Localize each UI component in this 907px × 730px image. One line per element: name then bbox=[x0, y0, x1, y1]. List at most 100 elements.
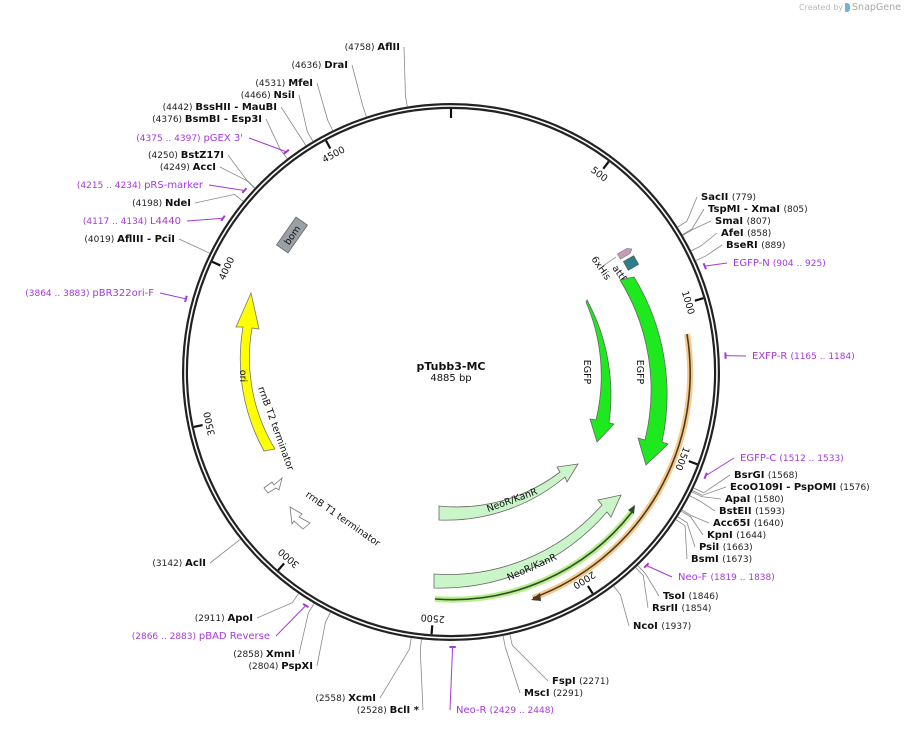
enzyme-site[interactable]: BstEII (1593) bbox=[719, 506, 785, 517]
enzyme-name: NsiI bbox=[274, 90, 295, 101]
enzyme-name: XmnI bbox=[266, 649, 295, 660]
primer-name: pBAD Reverse bbox=[199, 631, 270, 642]
tick-label: 3500 bbox=[202, 411, 218, 437]
enzyme-site[interactable]: EcoO109I - PspOMI (1576) bbox=[730, 482, 870, 493]
enzyme-site[interactable]: (2558) XcmI bbox=[315, 693, 376, 704]
enzyme-site[interactable]: SacII (779) bbox=[701, 192, 756, 203]
svg-text:(4531) MfeI: (4531) MfeI bbox=[255, 78, 313, 89]
primer-site[interactable]: (2866 .. 2883) pBAD Reverse bbox=[132, 631, 270, 642]
enzyme-site[interactable]: (2858) XmnI bbox=[233, 649, 295, 660]
tick-3500: 3500 bbox=[193, 411, 218, 437]
enzyme-site[interactable]: (4442) BssHII - MauBI bbox=[163, 102, 277, 113]
primer-marks bbox=[159, 137, 747, 711]
enzyme-site[interactable]: (2528) BclI * bbox=[357, 705, 420, 716]
enzyme-site[interactable]: FspI (2271) bbox=[552, 676, 609, 687]
enzyme-site[interactable]: (3142) AclI bbox=[152, 558, 206, 569]
orf-orange[interactable] bbox=[531, 333, 694, 601]
enzyme-position: (779) bbox=[732, 193, 756, 203]
tick-label: 4000 bbox=[217, 255, 237, 282]
enzyme-position: (858) bbox=[747, 229, 771, 239]
feature-neor-inner[interactable]: NeoR/KanR bbox=[438, 463, 579, 521]
primer-site[interactable]: EGFP-N (904 .. 925) bbox=[733, 258, 826, 269]
feature-bom[interactable]: bom bbox=[275, 216, 309, 254]
enzyme-position: (4249) bbox=[160, 163, 193, 173]
enzyme-position: (1593) bbox=[755, 507, 785, 517]
enzyme-name: BsmI bbox=[691, 554, 722, 565]
primer-site[interactable]: (4375 .. 4397) pGEX 3' bbox=[136, 133, 243, 144]
enzyme-site[interactable]: TspMI - XmaI (805) bbox=[708, 204, 808, 215]
primer-position: (1165 .. 1184) bbox=[790, 352, 854, 362]
enzyme-name: ApaI bbox=[725, 494, 754, 505]
orf-green[interactable] bbox=[434, 505, 635, 603]
tick-500: 500 bbox=[588, 160, 610, 185]
enzyme-site[interactable]: (4249) AccI bbox=[160, 162, 216, 173]
svg-text:Neo-R (2429 .. 2448): Neo-R (2429 .. 2448) bbox=[456, 705, 554, 716]
enzyme-site[interactable]: SmaI (807) bbox=[715, 216, 771, 227]
enzyme-site[interactable]: (2804) PspXI bbox=[249, 661, 314, 672]
enzyme-site[interactable]: KpnI (1644) bbox=[707, 530, 766, 541]
svg-text:Neo-F (1819 .. 1838): Neo-F (1819 .. 1838) bbox=[678, 572, 775, 583]
primer-site[interactable]: Neo-R (2429 .. 2448) bbox=[456, 705, 554, 716]
enzyme-site[interactable]: (4198) NdeI bbox=[132, 198, 191, 209]
primer-position: (4215 .. 4234) bbox=[77, 181, 144, 191]
6xhis-label: 6xHis bbox=[589, 254, 613, 282]
tick-1000: 1000 bbox=[679, 290, 704, 316]
primer-site[interactable]: Neo-F (1819 .. 1838) bbox=[678, 572, 775, 583]
primer-site[interactable]: EXFP-R (1165 .. 1184) bbox=[752, 351, 855, 362]
enzyme-site[interactable]: RsrII (1854) bbox=[652, 603, 711, 614]
primer-name: EGFP-N bbox=[733, 258, 773, 269]
enzyme-position: (889) bbox=[761, 241, 785, 251]
enzyme-name: AclI bbox=[185, 558, 206, 569]
enzyme-name: XcmI bbox=[348, 693, 376, 704]
enzyme-site[interactable]: NcoI (1937) bbox=[633, 621, 691, 632]
primer-position: (3864 .. 3883) bbox=[25, 289, 92, 299]
snapgene-credit: Created by SnapGene bbox=[799, 2, 901, 13]
tick-label: 500 bbox=[588, 165, 609, 185]
svg-text:(4215 .. 4234) pRS-marker: (4215 .. 4234) pRS-marker bbox=[77, 180, 204, 191]
enzyme-position: (3142) bbox=[152, 559, 185, 569]
enzyme-site[interactable]: (4758) AflII bbox=[345, 42, 400, 53]
svg-text:(2558) XcmI: (2558) XcmI bbox=[315, 693, 376, 704]
enzyme-site[interactable]: (4019) AflIII - PciI bbox=[84, 234, 175, 245]
enzyme-site[interactable]: (4466) NsiI bbox=[241, 90, 295, 101]
feature-egfp-inner[interactable]: EGFP bbox=[581, 299, 615, 443]
enzyme-site[interactable]: BseRI (889) bbox=[726, 240, 785, 251]
enzyme-site[interactable]: (4250) BstZ17I bbox=[148, 150, 224, 161]
enzyme-site[interactable]: MscI (2291) bbox=[524, 688, 583, 699]
enzyme-site[interactable]: ApaI (1580) bbox=[725, 494, 784, 505]
enzyme-site[interactable]: PsiI (1663) bbox=[699, 542, 753, 553]
svg-text:(4249) AccI: (4249) AccI bbox=[160, 162, 216, 173]
svg-text:BstEII (1593): BstEII (1593) bbox=[719, 506, 785, 517]
primer-site[interactable]: EGFP-C (1512 .. 1533) bbox=[740, 453, 844, 464]
enzyme-site[interactable]: (4636) DraI bbox=[292, 60, 349, 71]
primer-site[interactable]: (4117 .. 4134) L4440 bbox=[83, 216, 181, 227]
egfp-outer-label: EGFP bbox=[634, 360, 645, 385]
backbone[interactable] bbox=[182, 103, 720, 641]
feature-egfp-outer[interactable]: EGFP bbox=[619, 276, 669, 466]
enzyme-site[interactable]: BsmI (1673) bbox=[691, 554, 752, 565]
enzyme-position: (4019) bbox=[84, 235, 117, 245]
enzyme-site[interactable]: (2911) ApoI bbox=[195, 613, 253, 624]
primer-position: (4117 .. 4134) bbox=[83, 217, 150, 227]
enzyme-position: (2804) bbox=[249, 662, 282, 672]
enzyme-site[interactable]: TsoI (1846) bbox=[663, 591, 718, 602]
feature-rrnb-t1-terminator[interactable]: rrnB T1 terminator bbox=[289, 489, 382, 549]
feature-ori[interactable]: ori bbox=[235, 291, 276, 452]
tick-label: 3000 bbox=[276, 546, 301, 570]
primer-labels: (4375 .. 4397) pGEX 3' (4215 .. 4234) pRS… bbox=[25, 133, 855, 716]
tick-4000: 4000 bbox=[211, 255, 237, 282]
svg-text:SmaI (807): SmaI (807) bbox=[715, 216, 771, 227]
enzyme-name: AflII bbox=[377, 42, 400, 53]
svg-text:(4117 .. 4134) L4440: (4117 .. 4134) L4440 bbox=[83, 216, 181, 227]
enzyme-site[interactable]: (4531) MfeI bbox=[255, 78, 313, 89]
primer-site[interactable]: (3864 .. 3883) pBR322ori-F bbox=[25, 288, 154, 299]
enzyme-site[interactable]: AfeI (858) bbox=[721, 228, 771, 239]
primer-site[interactable]: (4215 .. 4234) pRS-marker bbox=[77, 180, 204, 191]
enzyme-site[interactable]: BsrGI (1568) bbox=[734, 470, 798, 481]
enzyme-name: SacII bbox=[701, 192, 732, 203]
svg-text:(2804) PspXI: (2804) PspXI bbox=[249, 661, 314, 672]
svg-text:AfeI (858): AfeI (858) bbox=[721, 228, 771, 239]
enzyme-site[interactable]: (4376) BsmBI - Esp3I bbox=[152, 114, 262, 125]
enzyme-position: (1640) bbox=[754, 519, 784, 529]
enzyme-site[interactable]: Acc65I (1640) bbox=[713, 518, 784, 529]
